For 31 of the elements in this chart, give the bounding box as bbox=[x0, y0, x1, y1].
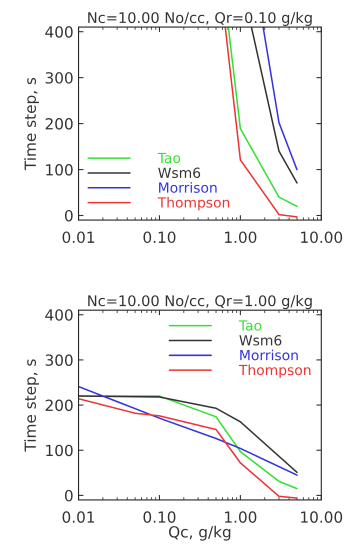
legend-label: Morrison bbox=[240, 350, 298, 360]
legend-label: Thompson bbox=[238, 364, 310, 378]
legend-label: Morrison bbox=[159, 182, 217, 193]
x-tick-label: 1.00 bbox=[225, 231, 256, 244]
y-tick-label: 400 bbox=[45, 309, 73, 321]
legend-label: Wsm6 bbox=[239, 335, 282, 346]
chart-title: Nc=10.00 No/cc, Qr=0.10 g/kg bbox=[88, 12, 312, 26]
x-tick-label: 0.10 bbox=[143, 511, 176, 523]
legend-label: Tao bbox=[238, 320, 262, 331]
x-tick-label: 10.00 bbox=[301, 511, 342, 523]
chart-title: Nc=10.00 No/cc, Qr=1.00 g/kg bbox=[88, 294, 312, 310]
y-tick-label: 0 bbox=[64, 210, 73, 222]
y-axis-title: Time step, s bbox=[24, 359, 39, 452]
y-tick-label: 100 bbox=[46, 444, 73, 456]
y-axis-title: Time step, s bbox=[24, 78, 39, 170]
y-tick-label: 200 bbox=[46, 400, 73, 412]
x-tick-label: 1.00 bbox=[225, 511, 256, 523]
y-tick-label: 300 bbox=[46, 72, 73, 84]
legend-label: Thompson bbox=[158, 196, 230, 210]
x-tick-label: 0.10 bbox=[143, 231, 176, 244]
y-tick-label: 400 bbox=[45, 26, 73, 38]
legend-label: Wsm6 bbox=[158, 168, 200, 178]
x-axis-title: Qc, g/kg bbox=[169, 526, 230, 541]
legend-label: Tao bbox=[158, 152, 180, 164]
y-tick-label: 0 bbox=[64, 490, 73, 502]
x-tick-label: 0.01 bbox=[62, 511, 94, 523]
x-tick-label: 10.00 bbox=[301, 231, 342, 244]
y-tick-label: 200 bbox=[46, 118, 73, 130]
y-tick-label: 300 bbox=[46, 354, 73, 366]
y-tick-label: 100 bbox=[46, 164, 73, 176]
x-tick-label: 0.01 bbox=[62, 231, 94, 244]
